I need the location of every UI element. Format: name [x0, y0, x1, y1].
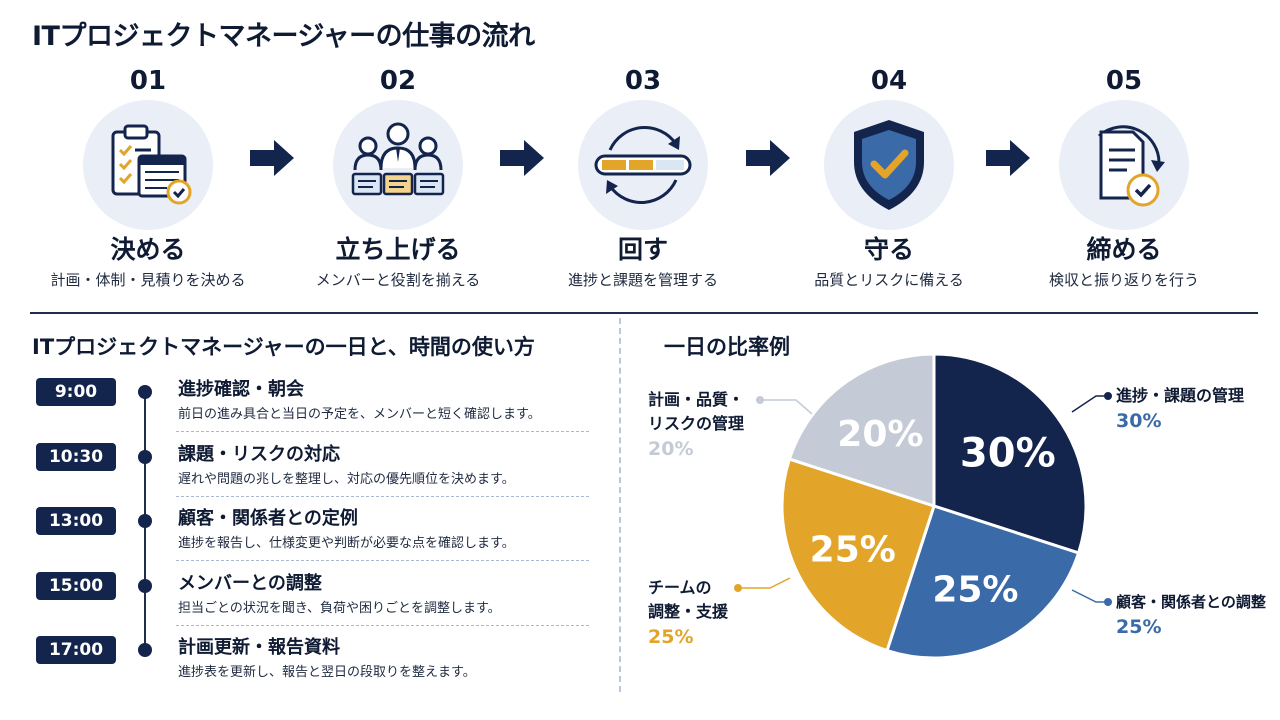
schedule-item: 17:00 計画更新・報告資料 進捗表を更新し、報告と翌日の段取りを整えます。 [36, 636, 589, 700]
step-1: 01 決める 計画・体制・見積りを決める [48, 66, 248, 290]
arrow-right-icon [746, 140, 790, 176]
leader-dot [1104, 392, 1112, 400]
pie-label-percent: 25% [648, 626, 694, 648]
leader-team [738, 577, 791, 589]
pie-label-name: 進捗・課題の管理 [1116, 386, 1245, 405]
schedule-description: 担当ごとの状況を聞き、負荷や困りごとを調整します。 [178, 601, 501, 616]
column-divider [619, 318, 621, 692]
timeline-dot [138, 385, 152, 399]
step-icon-circle [578, 100, 708, 230]
step-2: 02 立ち上げる メンバーと役割を揃える [298, 66, 498, 290]
step-title: 回す [617, 235, 668, 264]
step-title: 決める [110, 235, 186, 264]
step-number: 05 [1105, 66, 1143, 96]
pie-label-name: 調整・支援 [648, 602, 729, 621]
pie-label-plan: 計画・品質・ リスクの管理 20% [648, 388, 744, 460]
pie-slice-plan [787, 352, 936, 509]
schedule-heading: メンバーとの調整 [178, 573, 322, 594]
pie-slice-team [780, 457, 936, 653]
pie-slice-value: 25% [810, 529, 896, 570]
pie-label-percent: 20% [648, 438, 694, 460]
pie-label-team: チームの 調整・支援 25% [648, 576, 728, 648]
page-title: ITプロジェクトマネージャーの仕事の流れ [32, 21, 535, 52]
time-badge: 17:00 [36, 636, 116, 664]
time-badge: 15:00 [36, 572, 116, 600]
document-check-icon [1098, 125, 1165, 207]
pie-slice-client [885, 504, 1081, 660]
clipboard-calendar-icon [111, 124, 192, 205]
pie-label-client: 顧客・関係者との調整 25% [1116, 590, 1266, 638]
section-divider [30, 312, 1258, 314]
arrow-right-icon [250, 140, 294, 176]
schedule-heading: 進捗確認・朝会 [178, 379, 304, 400]
step-description: 進捗と課題を管理する [567, 271, 718, 289]
schedule-item: 15:00 メンバーとの調整 担当ごとの状況を聞き、負荷や困りごとを調整します。 [36, 572, 589, 636]
step-3: 03 回す 進捗と課題を管理する [543, 66, 743, 290]
step-number: 03 [624, 66, 662, 96]
timeline-dot [138, 579, 152, 593]
pie-label-progress: 進捗・課題の管理 30% [1116, 384, 1244, 432]
step-icon-circle [83, 100, 213, 230]
step-description: 計画・体制・見積りを決める [50, 271, 246, 289]
step-title: 立ち上げる [335, 235, 461, 264]
progress-cycle-icon [594, 126, 692, 204]
timeline-dot [138, 643, 152, 657]
step-description: 品質とリスクに備える [814, 271, 964, 289]
schedule-heading: 顧客・関係者との定例 [178, 508, 358, 529]
schedule-description: 進捗表を更新し、報告と翌日の段取りを整えます。 [178, 665, 476, 680]
step-number: 04 [870, 66, 908, 96]
shield-check-icon [854, 120, 924, 210]
schedule-separator [176, 560, 589, 561]
timeline-dot [138, 514, 152, 528]
schedule-description: 遅れや問題の兆しを整理し、対応の優先順位を決めます。 [178, 472, 515, 487]
leader-dot [734, 584, 742, 592]
time-badge: 13:00 [36, 507, 116, 535]
pie-label-name: チームの [648, 578, 712, 597]
arrow-right-icon [500, 140, 544, 176]
schedule-title: ITプロジェクトマネージャーの一日と、時間の使い方 [32, 335, 535, 359]
step-number: 01 [129, 66, 167, 96]
schedule-description: 進捗を報告し、仕様変更や判断が必要な点を確認します。 [178, 536, 515, 551]
leader-plan [760, 399, 813, 415]
pie-label-name: リスクの管理 [648, 414, 745, 433]
schedule-heading: 計画更新・報告資料 [178, 637, 340, 658]
schedule-separator [176, 496, 589, 497]
time-badge: 10:30 [36, 443, 116, 471]
step-number: 02 [379, 66, 417, 96]
leader-client [1071, 589, 1108, 603]
pie-slice-progress [932, 352, 1088, 555]
time-badge: 9:00 [36, 378, 116, 406]
leader-progress [1071, 395, 1108, 413]
team-members-icon [351, 122, 445, 196]
schedule-item: 9:00 進捗確認・朝会 前日の進み具合と当日の予定を、メンバーと短く確認します… [36, 378, 589, 442]
timeline-dot [138, 450, 152, 464]
schedule-separator [176, 625, 589, 626]
step-title: 守る [863, 235, 914, 264]
schedule-item: 10:30 課題・リスクの対応 遅れや問題の兆しを整理し、対応の優先順位を決めま… [36, 443, 589, 507]
pie-slice-value: 25% [932, 569, 1018, 610]
step-description: 検収と振り返りを行う [1048, 271, 1199, 289]
arrow-right-icon [986, 140, 1030, 176]
schedule-item: 13:00 顧客・関係者との定例 進捗を報告し、仕様変更や判断が必要な点を確認し… [36, 507, 589, 571]
step-title: 締める [1086, 235, 1162, 264]
pie-label-name: 顧客・関係者との調整 [1116, 593, 1266, 611]
step-icon-circle [333, 100, 463, 230]
leader-dot [1104, 598, 1112, 606]
schedule-separator [176, 431, 589, 432]
schedule-heading: 課題・リスクの対応 [178, 444, 340, 465]
step-icon-circle [824, 100, 954, 230]
step-description: メンバーと役割を揃える [315, 271, 481, 289]
schedule-description: 前日の進み具合と当日の予定を、メンバーと短く確認します。 [178, 407, 541, 422]
step-4: 04 守る 品質とリスクに備える [789, 66, 989, 290]
step-5: 05 締める 検収と振り返りを行う [1024, 66, 1224, 290]
pie-label-percent: 25% [1116, 616, 1162, 638]
pie-slice-value: 30% [960, 430, 1056, 476]
step-icon-circle [1059, 100, 1189, 230]
pie-label-percent: 30% [1116, 410, 1162, 432]
pie-label-name: 計画・品質・ [648, 390, 745, 409]
chart-title: 一日の比率例 [664, 335, 790, 359]
pie-slice-value: 20% [837, 414, 923, 455]
leader-dot [756, 396, 764, 404]
